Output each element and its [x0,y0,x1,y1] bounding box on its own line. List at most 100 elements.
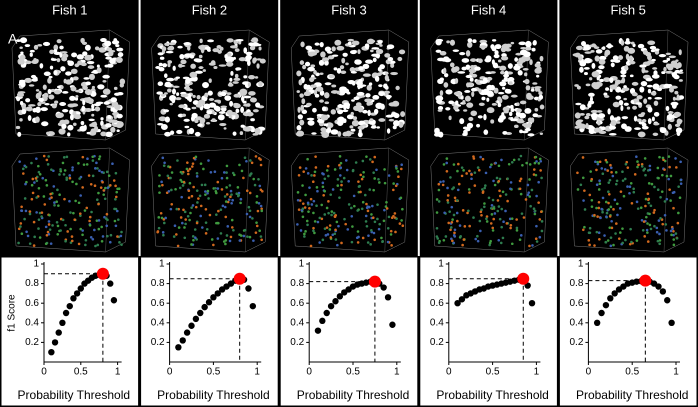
rendered-cell [610,119,617,127]
rendered-cell [366,84,372,91]
rendered-dot [179,216,183,219]
rendered-cell [88,118,95,122]
rendered-cell [366,38,375,45]
rendered-dot [535,160,538,163]
rendered-cell [233,77,241,81]
rendered-dot [665,229,668,232]
rendered-dot [302,170,306,173]
rendered-cell [469,77,474,82]
rendered-dot [641,228,645,232]
rendered-cell [102,79,107,83]
rendered-cell [620,105,624,112]
rendered-cell [51,104,57,109]
rendered-dot [450,226,453,229]
rendered-dot [452,213,456,217]
point [593,319,601,326]
rendered-cell [82,51,88,57]
rendered-dot [520,212,524,215]
rendered-cell [659,127,667,134]
rendered-dot [59,229,62,232]
rendered-dot [668,188,671,191]
rendered-dot [365,224,369,228]
rendered-cell [516,108,522,113]
rendered-dot [362,175,365,179]
rendered-dot [661,222,665,226]
rendered-cell [349,125,354,129]
rendered-cell [53,51,62,56]
rendered-dot [24,209,28,213]
rendered-dot [191,235,195,238]
rendered-dot [394,184,398,188]
rendered-dot [184,222,187,226]
rendered-dot [386,226,390,230]
rendered-cell [435,49,442,53]
rendered-cell [211,110,216,115]
rendered-dot [660,190,664,193]
rendered-dot [323,227,327,230]
rendered-cell [669,87,674,93]
rendered-dot [601,210,604,214]
rendered-cell [164,116,170,123]
rendered-cell [25,60,32,65]
rendered-cell [230,111,238,116]
rendered-cell [514,124,519,129]
rendered-dot [62,173,66,176]
rendered-dot [17,241,20,245]
rendered-cell [91,103,95,109]
rendered-dot [258,184,262,188]
rendered-cell [434,127,440,135]
rendered-cell [200,47,205,54]
wireframe [574,245,665,253]
rendered-cell [584,57,592,64]
rendered-cell [58,128,66,135]
rendered-dot [224,239,228,242]
rendered-dot [528,195,532,198]
wireframe [105,147,110,253]
rendered-cell [183,118,190,122]
rendered-dot [195,175,199,178]
rendered-dot [383,181,387,185]
wireframe [570,153,579,167]
rendered-cell [502,130,508,135]
rendered-dot [590,205,594,208]
rendered-dot [115,190,119,194]
rendered-dot [327,211,330,215]
rendered-dot [228,184,232,187]
rendered-dot [648,223,652,227]
rendered-cell [108,50,114,57]
rendered-cell [304,61,311,67]
rendered-cell [105,123,112,128]
rendered-dot [73,218,77,221]
separator [417,0,420,256]
rendered-dot [389,233,393,236]
rendered-cell [390,63,395,68]
separator [138,0,141,256]
rendered-dot [91,155,95,159]
rendered-dot [95,219,99,222]
rendered-dot [47,220,51,223]
rendered-cell [324,46,332,52]
wireframe [388,147,409,161]
rendered-dot [187,189,191,193]
rendered-cell [654,48,660,52]
rendered-dot [105,170,109,174]
rendered-cell [38,97,44,102]
rendered-dot [188,167,192,171]
rendered-dot [621,170,624,173]
rendered-dot [337,224,340,228]
rendered-dot [491,229,495,232]
rendered-dot [382,219,386,223]
rendered-cell [15,125,21,130]
rendered-dot [237,193,241,197]
rendered-cell [575,102,582,106]
rendered-cell [337,131,342,137]
rendered-cell [194,70,203,74]
rendered-dot [610,226,614,230]
rendered-cell [439,51,447,56]
rendered-dot [52,185,56,188]
rendered-cell [625,53,630,60]
rendered-dot [35,211,38,214]
rendered-dot [661,156,665,160]
rendered-dot [78,177,81,180]
rendered-dot [103,215,106,219]
